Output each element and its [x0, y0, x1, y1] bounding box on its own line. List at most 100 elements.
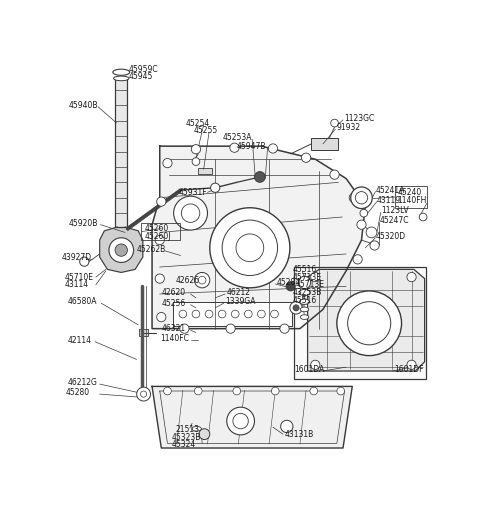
- Circle shape: [211, 183, 220, 192]
- Circle shape: [407, 360, 416, 370]
- Circle shape: [353, 255, 362, 264]
- Circle shape: [355, 192, 368, 204]
- Circle shape: [281, 421, 293, 433]
- Bar: [198, 167, 212, 174]
- Circle shape: [164, 387, 171, 395]
- Circle shape: [370, 241, 379, 250]
- Text: 91932: 91932: [337, 123, 361, 132]
- Text: 43927D: 43927D: [62, 253, 92, 262]
- Text: 45247C: 45247C: [379, 216, 408, 225]
- Text: 45255: 45255: [193, 126, 218, 135]
- Text: 45241A: 45241A: [375, 185, 405, 195]
- Ellipse shape: [300, 307, 309, 312]
- Circle shape: [218, 310, 226, 318]
- Circle shape: [268, 144, 277, 153]
- Text: 45947B: 45947B: [237, 142, 266, 151]
- Circle shape: [271, 387, 279, 395]
- Circle shape: [141, 391, 147, 397]
- Circle shape: [366, 227, 377, 238]
- Text: 42114: 42114: [67, 335, 91, 345]
- Circle shape: [357, 220, 366, 229]
- Text: 46321: 46321: [161, 324, 185, 333]
- Text: 43114: 43114: [65, 280, 89, 289]
- Circle shape: [80, 257, 89, 266]
- Text: 21513: 21513: [175, 425, 199, 434]
- Circle shape: [299, 276, 311, 289]
- Text: 1601DA: 1601DA: [295, 365, 325, 374]
- Text: 45323B: 45323B: [171, 433, 201, 442]
- Text: 45945: 45945: [129, 72, 153, 81]
- Circle shape: [293, 305, 299, 311]
- Text: 45710E: 45710E: [65, 272, 94, 281]
- Circle shape: [233, 413, 248, 429]
- Text: 45262B: 45262B: [137, 245, 166, 254]
- Ellipse shape: [192, 426, 201, 431]
- Bar: [312, 139, 338, 150]
- Text: 1339GA: 1339GA: [225, 297, 256, 306]
- Circle shape: [258, 310, 265, 318]
- Text: 45253A: 45253A: [223, 133, 252, 142]
- Text: 46580A: 46580A: [67, 297, 97, 306]
- Circle shape: [233, 387, 240, 395]
- Circle shape: [109, 238, 133, 262]
- Circle shape: [205, 310, 213, 318]
- Circle shape: [236, 234, 264, 261]
- Text: 45280: 45280: [66, 388, 90, 397]
- Text: 1123LV: 1123LV: [381, 206, 408, 215]
- Text: 43131B: 43131B: [285, 429, 314, 439]
- Ellipse shape: [300, 299, 310, 304]
- Circle shape: [280, 324, 289, 333]
- Ellipse shape: [300, 315, 309, 319]
- Circle shape: [337, 291, 402, 355]
- Text: 1140FC: 1140FC: [160, 334, 189, 343]
- Text: 45959C: 45959C: [129, 65, 158, 74]
- Bar: [115, 77, 127, 227]
- Text: 42620: 42620: [161, 288, 185, 297]
- Polygon shape: [308, 269, 425, 371]
- Circle shape: [348, 302, 391, 345]
- Circle shape: [155, 274, 164, 283]
- Circle shape: [419, 213, 427, 221]
- Circle shape: [222, 220, 277, 276]
- Polygon shape: [100, 227, 143, 272]
- Circle shape: [194, 387, 202, 395]
- Text: 45920B: 45920B: [68, 218, 97, 228]
- Bar: [139, 329, 148, 335]
- Bar: [294, 267, 426, 379]
- Circle shape: [192, 144, 201, 154]
- Text: 45260: 45260: [144, 224, 168, 233]
- Circle shape: [115, 244, 127, 256]
- Circle shape: [163, 159, 172, 167]
- Polygon shape: [152, 386, 352, 448]
- Text: 46212: 46212: [227, 288, 251, 297]
- Polygon shape: [152, 146, 365, 329]
- Circle shape: [311, 272, 320, 282]
- Circle shape: [155, 236, 164, 245]
- Text: 46212G: 46212G: [67, 378, 97, 387]
- Bar: [173, 302, 292, 327]
- Circle shape: [271, 310, 278, 318]
- Circle shape: [199, 429, 210, 439]
- Text: 45713E: 45713E: [296, 280, 325, 289]
- Circle shape: [244, 310, 252, 318]
- Text: 45284: 45284: [277, 278, 301, 287]
- Text: 1123GC: 1123GC: [345, 114, 375, 123]
- Circle shape: [349, 193, 359, 202]
- Text: 1140FH: 1140FH: [398, 195, 427, 205]
- Ellipse shape: [114, 76, 129, 81]
- Circle shape: [192, 310, 200, 318]
- Text: 43119: 43119: [377, 195, 401, 205]
- Circle shape: [156, 197, 166, 206]
- Circle shape: [194, 272, 210, 288]
- Text: 45516: 45516: [292, 296, 316, 304]
- Circle shape: [174, 196, 207, 230]
- Text: 45260J: 45260J: [144, 232, 171, 241]
- Circle shape: [227, 407, 254, 435]
- Ellipse shape: [113, 69, 130, 75]
- Bar: [141, 223, 180, 240]
- Text: 45516: 45516: [292, 265, 316, 274]
- Circle shape: [301, 153, 311, 162]
- Circle shape: [231, 310, 239, 318]
- Circle shape: [337, 387, 345, 395]
- Text: 43253B: 43253B: [292, 288, 322, 297]
